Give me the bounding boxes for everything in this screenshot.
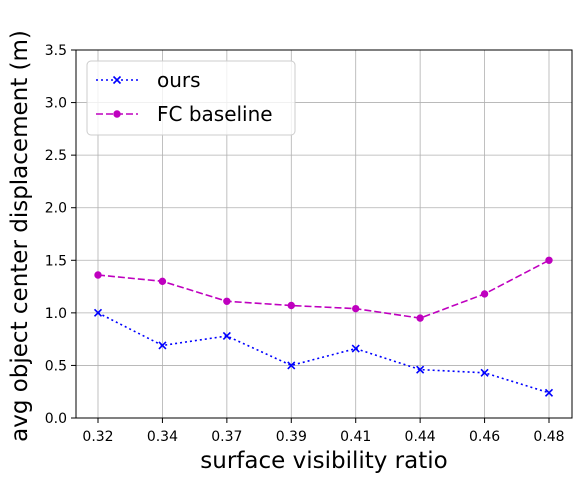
plot-frame <box>75 49 573 419</box>
x-tick-label: 0.48 <box>533 429 564 445</box>
data-point <box>287 361 296 370</box>
x-tick-label: 0.37 <box>211 429 242 445</box>
y-tick-label: 2.5 <box>45 148 67 164</box>
series-line <box>97 312 550 394</box>
legend-swatch-marker <box>112 75 122 85</box>
y-axis-ticks: 0.0 0.5 1.0 1.5 2.0 2.5 3.0 3.5 <box>45 43 76 427</box>
legend-box <box>86 60 296 136</box>
y-tick-label: 2.0 <box>45 201 67 217</box>
data-point <box>94 271 102 279</box>
legend-swatch-marker <box>113 110 121 118</box>
series-layer <box>93 256 554 397</box>
data-point <box>93 308 103 317</box>
x-tick-label: 0.34 <box>147 429 178 445</box>
legend: ours FC baseline <box>86 60 296 136</box>
legend-item: ours <box>96 68 201 92</box>
y-tick-label: 0.0 <box>45 411 67 427</box>
y-tick-label: 1.0 <box>45 306 67 322</box>
data-point <box>480 290 489 298</box>
x-tick-label: 0.32 <box>82 429 113 445</box>
legend-label: ours <box>157 68 201 92</box>
data-point <box>480 368 489 377</box>
data-point <box>545 256 553 264</box>
series-0 <box>93 308 554 397</box>
series-line <box>97 259 550 319</box>
data-point <box>544 388 554 397</box>
x-axis-ticks: 0.32 0.34 0.37 0.39 0.41 0.44 0.46 0.48 <box>82 418 565 445</box>
data-point <box>287 301 295 310</box>
x-tick-label: 0.39 <box>276 429 307 445</box>
grid-lines <box>76 49 572 419</box>
x-tick-label: 0.41 <box>340 429 371 445</box>
legend-item: FC baseline <box>96 102 273 126</box>
x-tick-label: 0.46 <box>469 429 500 445</box>
legend-label: FC baseline <box>157 102 273 126</box>
data-point <box>416 314 424 322</box>
y-tick-label: 3.0 <box>45 96 67 112</box>
data-point <box>416 365 425 374</box>
y-tick-label: 3.5 <box>45 43 67 59</box>
y-tick-label: 1.5 <box>45 253 67 269</box>
y-tick-label: 0.5 <box>45 358 67 374</box>
series-1 <box>94 256 553 322</box>
data-point <box>158 341 167 350</box>
data-point <box>352 304 360 313</box>
data-point <box>222 331 231 341</box>
y-axis-label: avg object center displacement (m) <box>7 30 33 442</box>
data-point <box>158 277 167 286</box>
data-point <box>223 297 231 305</box>
x-axis-label: surface visibility ratio <box>200 448 447 474</box>
data-point <box>351 344 360 353</box>
x-tick-label: 0.44 <box>405 429 436 445</box>
